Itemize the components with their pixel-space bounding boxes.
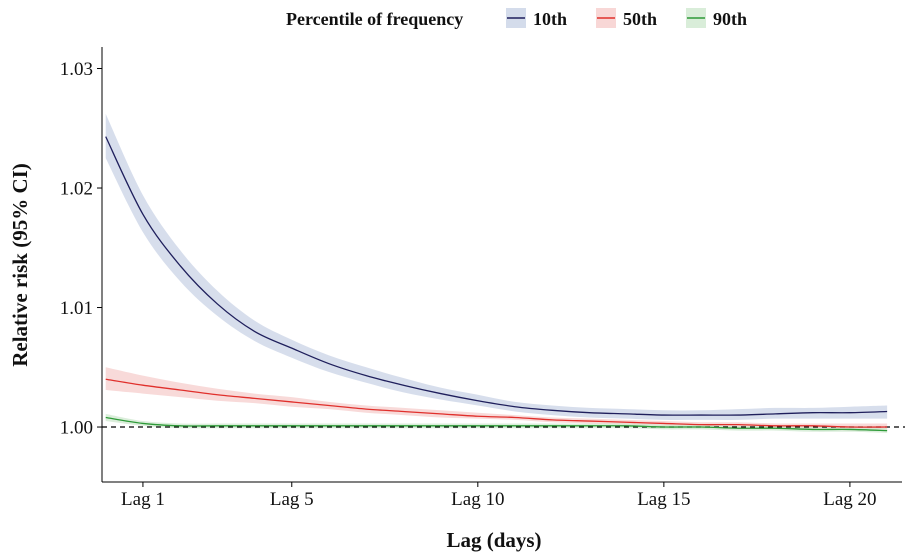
- legend-item-10th: 10th: [506, 8, 567, 29]
- x-tick-label: Lag 15: [637, 489, 690, 510]
- legend: Percentile of frequency 10th 50th 90th: [286, 8, 747, 29]
- series-line-90th: [105, 416, 888, 432]
- y-axis-title: Relative risk (95% CI): [8, 163, 32, 367]
- legend-item-90th: 90th: [686, 8, 747, 29]
- y-tick-label: 1.02: [60, 179, 93, 200]
- x-tick-label: Lag 1: [121, 489, 165, 510]
- ci-band-90th: [105, 413, 888, 433]
- legend-label-50th: 50th: [623, 9, 657, 29]
- y-tick-label: 1.03: [60, 59, 93, 80]
- series-lines: [105, 136, 888, 432]
- legend-label-90th: 90th: [713, 9, 747, 29]
- x-tick-label: Lag 20: [823, 489, 876, 510]
- axes: 1.001.011.021.03 Lag 1 Lag 5 Lag 10 Lag 15 L…: [60, 47, 902, 510]
- y-axis-ticks: 1.00 1.01 1.02 1.03: [60, 59, 102, 439]
- x-tick-label: Lag 5: [270, 489, 314, 510]
- y-tick-label: 1.00: [60, 418, 93, 439]
- series-line-50th: [105, 378, 888, 428]
- legend-label-10th: 10th: [533, 9, 567, 29]
- legend-item-50th: 50th: [596, 8, 657, 29]
- legend-title: Percentile of frequency: [286, 9, 463, 29]
- x-tick-label: Lag 10: [451, 489, 504, 510]
- ci-band-10th: [105, 113, 888, 420]
- y-tick-label: 1.01: [60, 298, 93, 319]
- x-axis-ticks: Lag 1 Lag 5 Lag 10 Lag 15 Lag 20: [121, 482, 877, 510]
- x-axis-title: Lag (days): [446, 528, 541, 552]
- series-line-10th: [105, 136, 888, 416]
- confidence-bands: [105, 113, 888, 433]
